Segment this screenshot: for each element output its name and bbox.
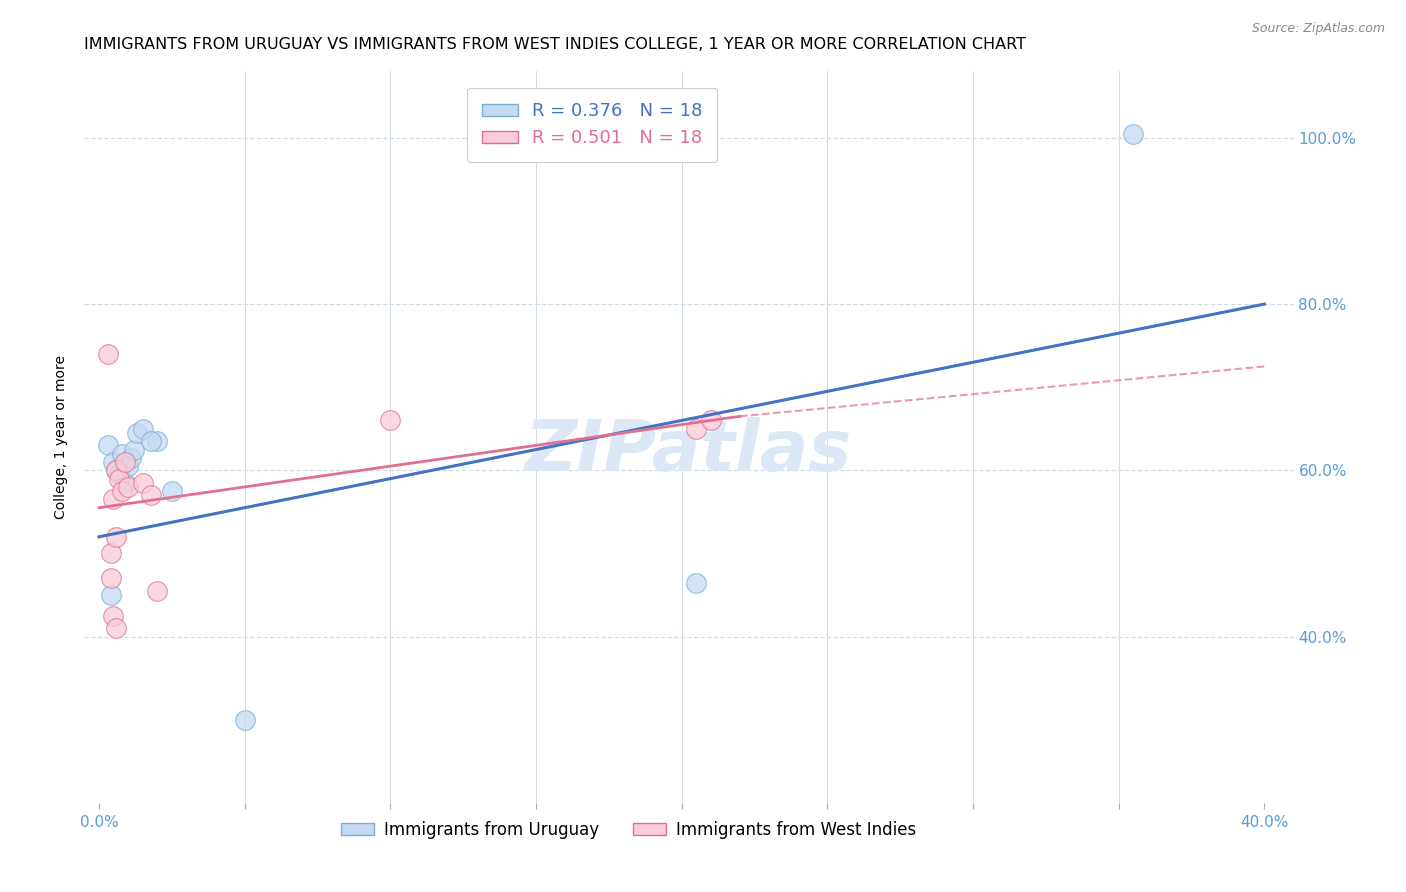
Point bbox=[125, 425, 148, 440]
Point bbox=[1122, 127, 1144, 141]
Point bbox=[105, 463, 128, 477]
Point bbox=[141, 488, 163, 502]
Point bbox=[146, 583, 169, 598]
Point bbox=[100, 546, 122, 560]
Text: Source: ZipAtlas.com: Source: ZipAtlas.com bbox=[1251, 22, 1385, 36]
Point bbox=[97, 347, 120, 361]
Point bbox=[105, 621, 128, 635]
Point bbox=[114, 455, 136, 469]
Point bbox=[97, 438, 120, 452]
Point bbox=[111, 447, 134, 461]
Point bbox=[700, 413, 723, 427]
Point bbox=[103, 608, 125, 623]
Text: IMMIGRANTS FROM URUGUAY VS IMMIGRANTS FROM WEST INDIES COLLEGE, 1 YEAR OR MORE C: IMMIGRANTS FROM URUGUAY VS IMMIGRANTS FR… bbox=[84, 37, 1026, 52]
Point bbox=[117, 459, 139, 474]
Text: ZIPatlas: ZIPatlas bbox=[526, 417, 852, 486]
Point bbox=[117, 480, 139, 494]
Point bbox=[146, 434, 169, 449]
Point bbox=[103, 492, 125, 507]
Legend: Immigrants from Uruguay, Immigrants from West Indies: Immigrants from Uruguay, Immigrants from… bbox=[335, 814, 922, 846]
Point bbox=[105, 463, 128, 477]
Point bbox=[103, 455, 125, 469]
Point bbox=[141, 434, 163, 449]
Point bbox=[108, 472, 131, 486]
Point bbox=[131, 475, 153, 490]
Point bbox=[120, 450, 142, 465]
Point bbox=[685, 422, 707, 436]
Point bbox=[100, 588, 122, 602]
Point bbox=[122, 442, 145, 457]
Y-axis label: College, 1 year or more: College, 1 year or more bbox=[55, 355, 69, 519]
Point bbox=[105, 530, 128, 544]
Point bbox=[114, 475, 136, 490]
Point bbox=[111, 484, 134, 499]
Point bbox=[685, 575, 707, 590]
Point bbox=[380, 413, 402, 427]
Point bbox=[108, 467, 131, 482]
Point bbox=[100, 571, 122, 585]
Point bbox=[160, 484, 183, 499]
Point bbox=[233, 713, 256, 727]
Point bbox=[131, 422, 153, 436]
